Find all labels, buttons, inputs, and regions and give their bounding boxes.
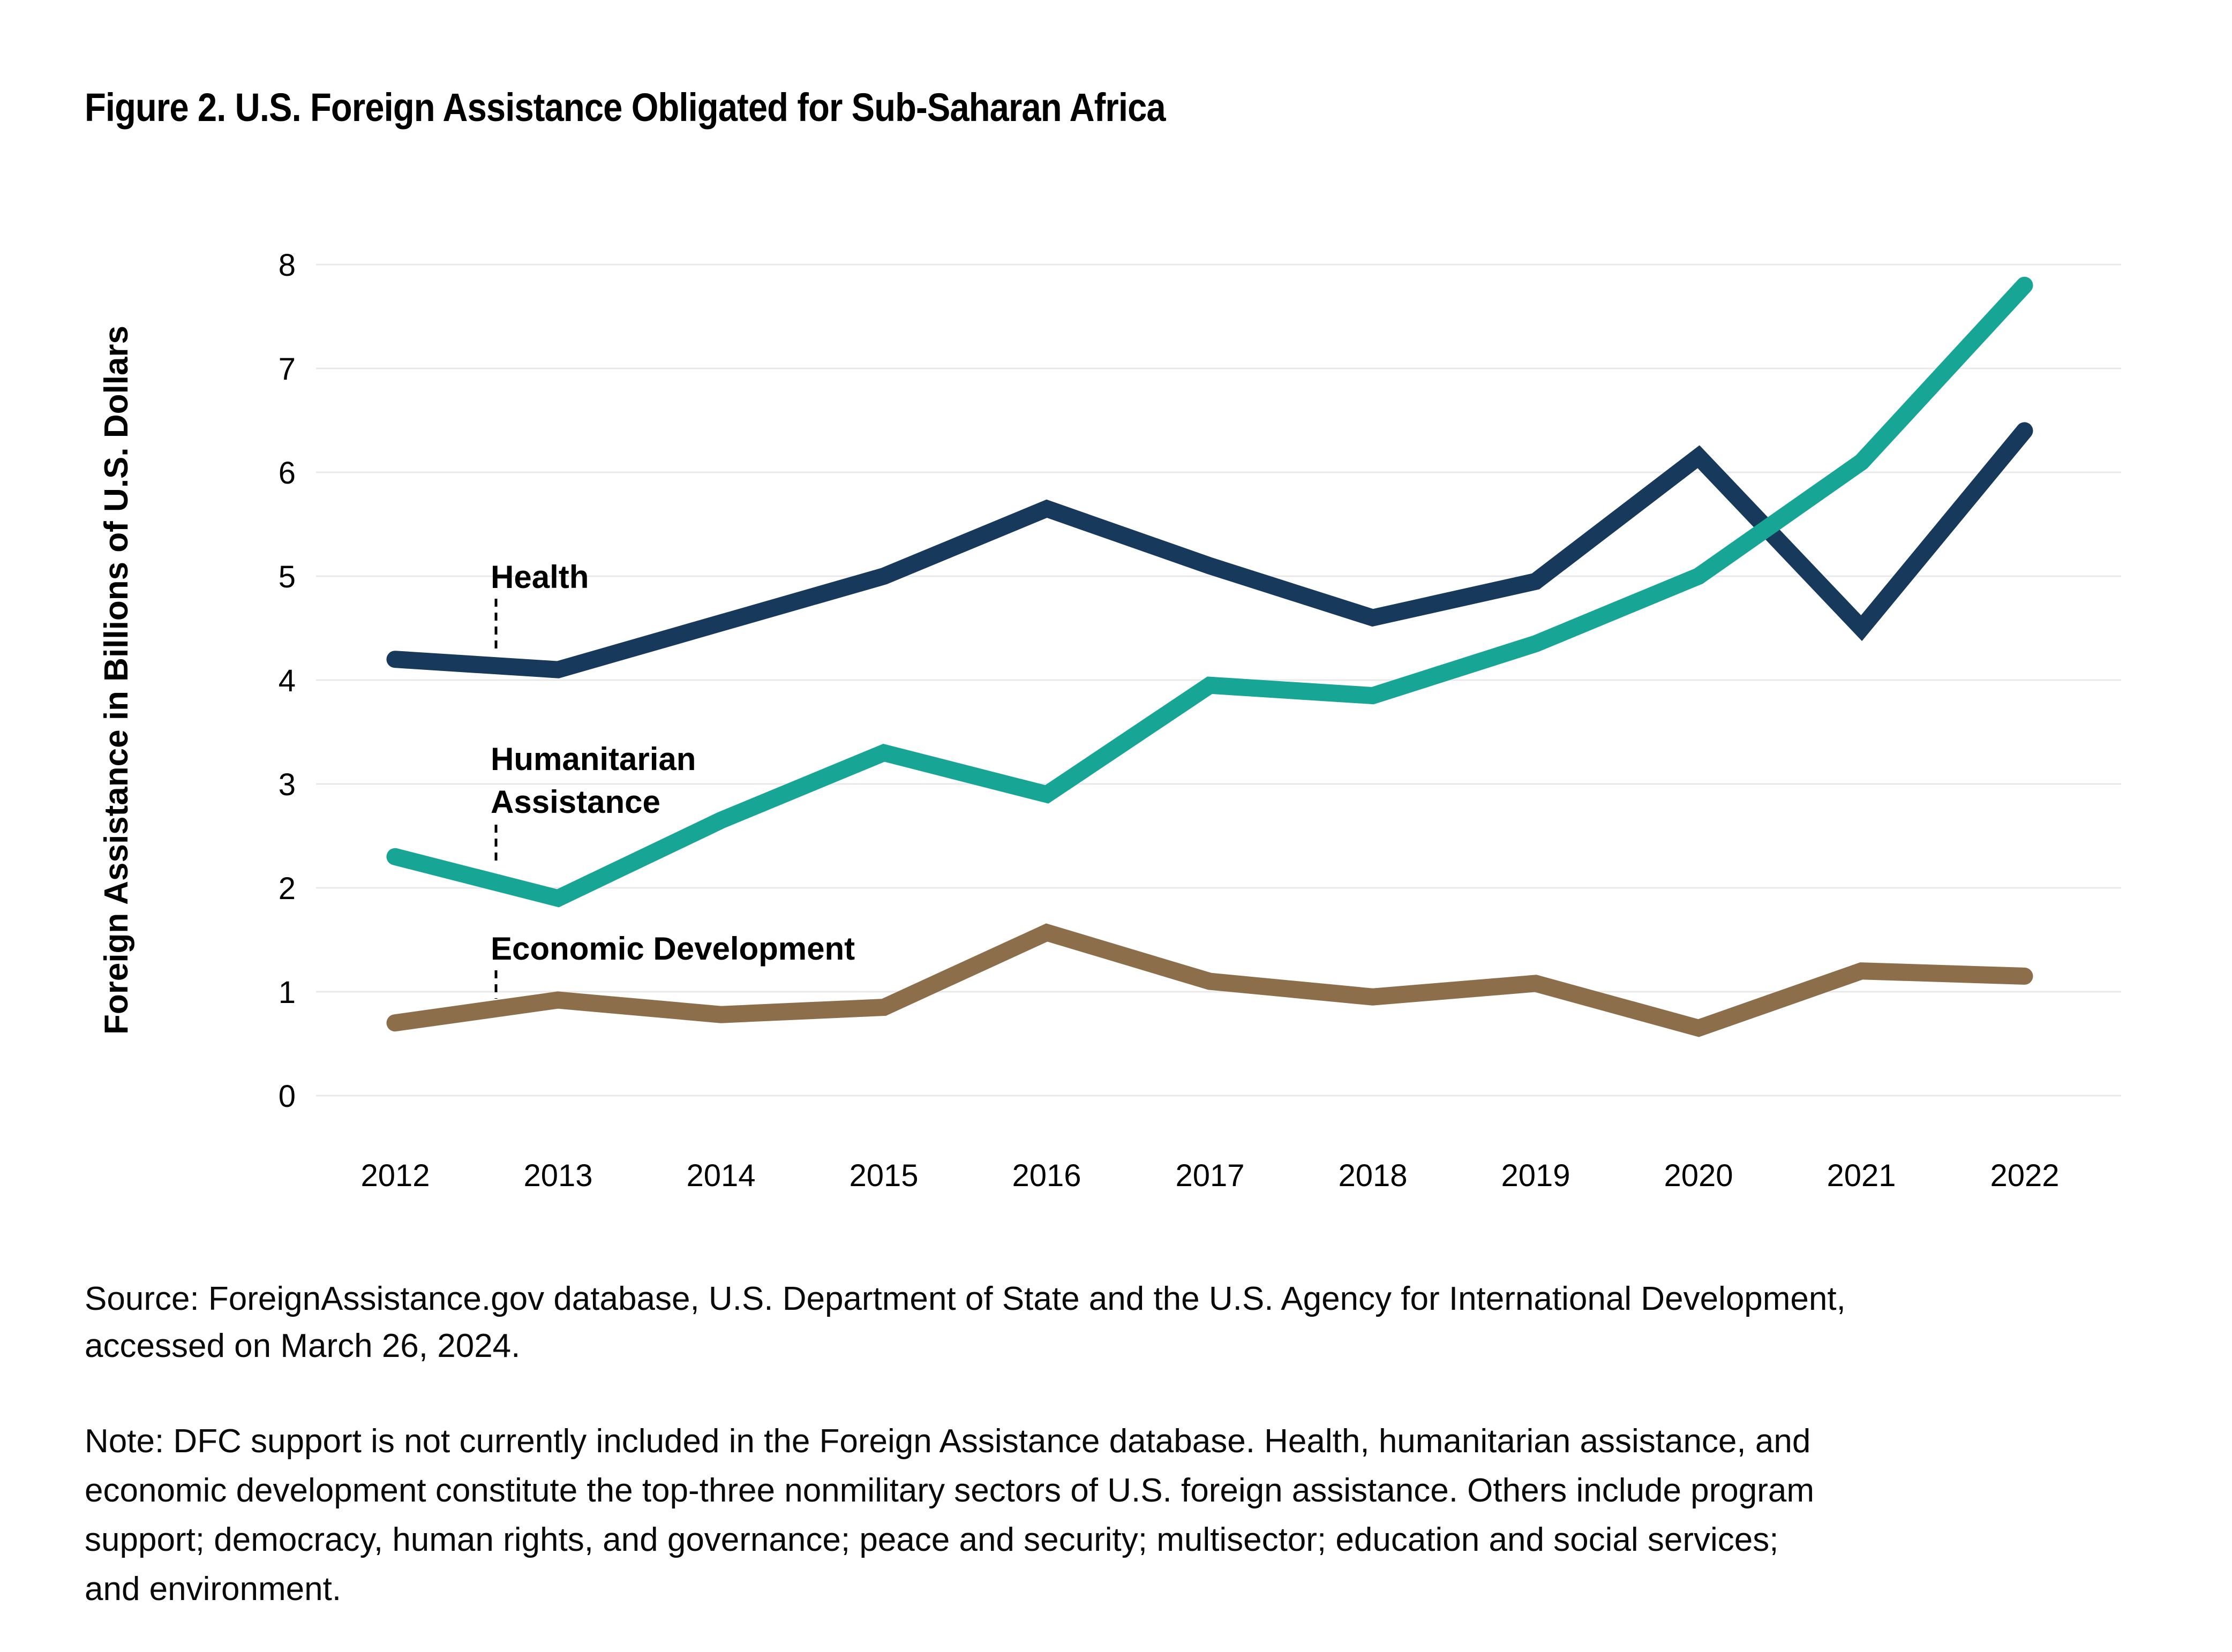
y-tick: 0 [279, 1079, 296, 1114]
humanitarian-series-label-line2: Assistance [491, 784, 660, 820]
y-tick: 2 [279, 871, 296, 906]
methodology-note: Note: DFC support is not currently inclu… [85, 1417, 1814, 1614]
humanitarian-series-label-line1: Humanitarian [491, 741, 696, 777]
series-line-humanitarian-assistance [386, 276, 2033, 908]
y-tick: 7 [279, 352, 296, 387]
note-line: support; democracy, human rights, and go… [85, 1521, 1779, 1558]
y-tick: 4 [279, 663, 296, 698]
y-tick: 1 [279, 975, 296, 1010]
note-line: economic development constitute the top-… [85, 1472, 1815, 1509]
x-tick: 2016 [1012, 1158, 1081, 1193]
source-line: accessed on March 26, 2024. [85, 1327, 521, 1364]
series-annotations: Health Humanitarian Assistance Economic … [491, 559, 855, 999]
note-line: and environment. [85, 1571, 342, 1608]
y-tick: 5 [279, 560, 296, 594]
x-tick: 2021 [1827, 1158, 1896, 1193]
x-tick: 2022 [1990, 1158, 2059, 1193]
x-axis-tick-labels: 2012 2013 2014 2015 2016 2017 2018 2019 … [360, 1158, 2059, 1193]
x-tick: 2012 [360, 1158, 430, 1193]
x-tick: 2017 [1175, 1158, 1244, 1193]
figure-title: Figure 2. U.S. Foreign Assistance Obliga… [85, 85, 1166, 130]
x-tick: 2013 [523, 1158, 592, 1193]
x-tick: 2020 [1664, 1158, 1733, 1193]
series-line-health [386, 422, 2033, 678]
x-tick: 2015 [849, 1158, 918, 1193]
x-tick: 2018 [1338, 1158, 1407, 1193]
x-tick: 2019 [1501, 1158, 1570, 1193]
source-line: Source: ForeignAssistance.gov database, … [85, 1280, 1846, 1317]
y-axis-title: Foreign Assistance in Billions of U.S. D… [98, 326, 135, 1035]
source-note: Source: ForeignAssistance.gov database, … [85, 1276, 1846, 1370]
y-tick: 8 [279, 248, 296, 283]
note-line: Note: DFC support is not currently inclu… [85, 1423, 1811, 1460]
x-tick: 2014 [686, 1158, 755, 1193]
series-line-economic-development [386, 923, 2033, 1037]
y-tick: 3 [279, 767, 296, 802]
gridlines [316, 263, 2121, 1097]
y-tick: 6 [279, 456, 296, 491]
health-series-label: Health [491, 559, 589, 595]
economic-series-label: Economic Development [491, 931, 855, 967]
y-axis-tick-labels: 8 7 6 5 4 3 2 1 0 [279, 248, 296, 1114]
series-lines [386, 276, 2033, 1037]
